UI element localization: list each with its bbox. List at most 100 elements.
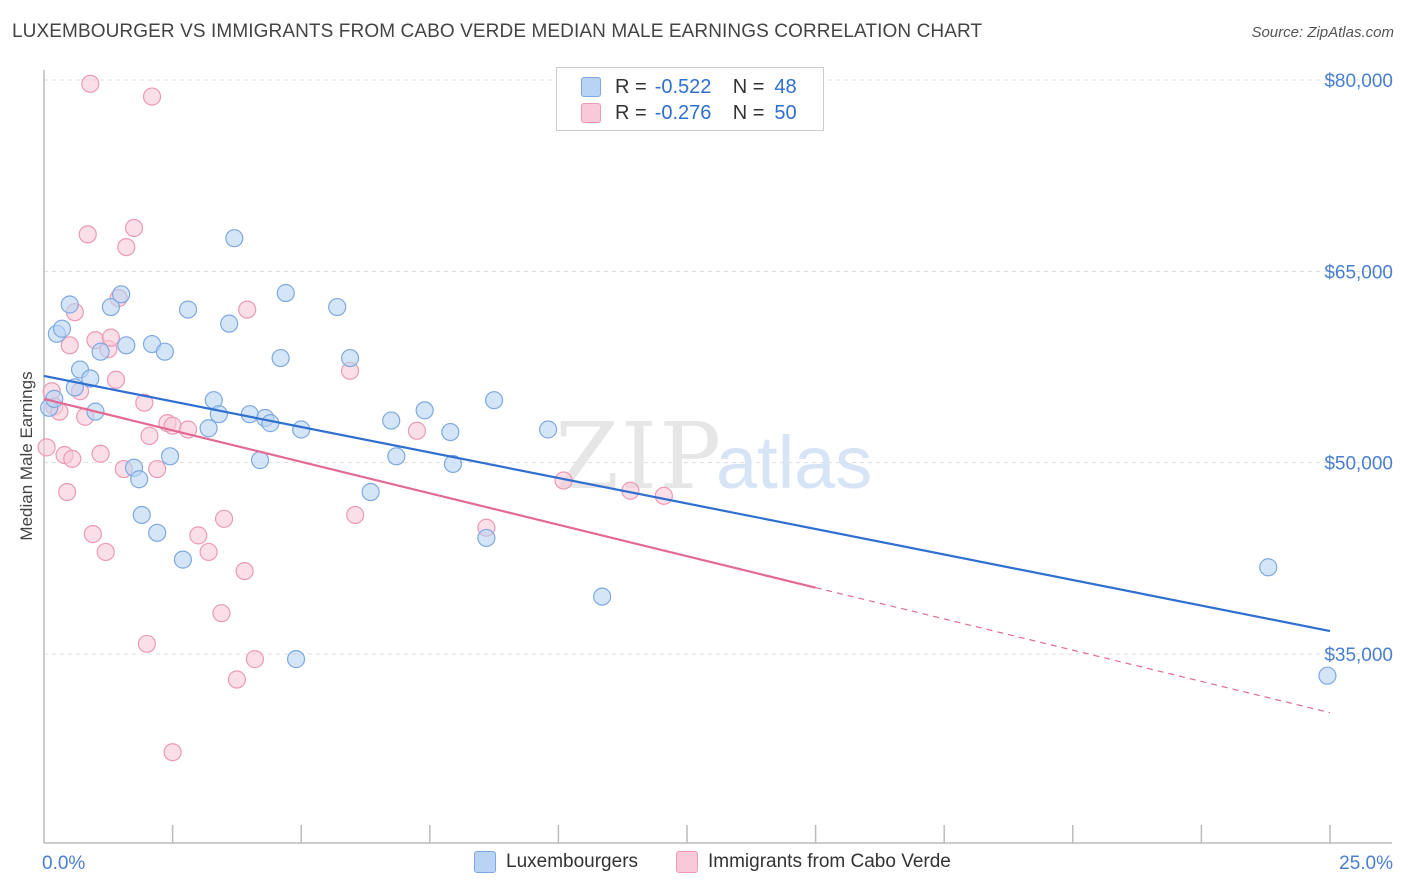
y-tick-label: $35,000 [1324,645,1393,666]
legend-n-value-blue: 48 [774,75,797,98]
point-luxembourgers [199,419,218,438]
point-luxembourgers [209,405,228,424]
point-luxembourgers [271,348,290,368]
bottom-legend-luxembourgers: Luxembourgers [474,851,638,873]
point-cabo-verde [654,486,673,505]
point-cabo-verde [214,509,234,528]
point-luxembourgers [415,401,434,420]
point-cabo-verde [163,743,182,762]
point-luxembourgers [178,300,198,319]
legend-row-cabo-verde: R = -0.276 N = 50 [581,101,797,125]
bottom-legend-label-pink: Immigrants from Cabo Verde [708,851,951,872]
point-luxembourgers [477,528,496,548]
legend-n-label: N = [732,75,765,98]
point-luxembourgers [112,285,131,304]
legend-n-value-pink: 50 [774,101,797,124]
point-luxembourgers [292,420,311,439]
point-cabo-verde [407,421,427,440]
point-cabo-verde [142,87,162,106]
y-tick-label: $80,000 [1324,71,1393,92]
point-cabo-verde [212,604,231,623]
point-cabo-verde [135,393,154,412]
point-luxembourgers [132,505,151,525]
point-luxembourgers [220,314,239,333]
x-tick-label-min: 0.0% [42,853,85,874]
point-cabo-verde [78,225,97,244]
point-luxembourgers [387,447,406,466]
point-luxembourgers [130,470,149,489]
legend-n-label: N = [732,101,765,124]
point-luxembourgers [91,342,110,361]
point-cabo-verde [346,505,365,525]
y-tick-label: $65,000 [1324,262,1393,283]
y-tick-labels: $35,000 $50,000 $65,000 $80,000 [1324,71,1393,666]
point-luxembourgers [361,482,380,502]
point-luxembourgers [101,297,120,317]
point-luxembourgers [81,369,100,388]
point-luxembourgers [441,422,460,442]
point-cabo-verde [117,237,136,257]
point-cabo-verde [60,336,79,355]
legend-row-luxembourgers: R = -0.522 N = 48 [581,75,797,99]
legend-swatch-blue [581,77,601,97]
point-luxembourgers [276,283,295,303]
point-cabo-verde [58,482,77,502]
point-cabo-verde [245,650,265,669]
point-cabo-verde [238,300,257,319]
point-luxembourgers [60,295,79,314]
bottom-legend-label-blue: Luxembourgers [506,851,639,872]
axes [43,70,1392,844]
point-cabo-verde [37,438,56,457]
x-tick-label-max: 25.0% [1339,853,1393,874]
legend-r-value-pink: -0.276 [654,101,712,124]
point-cabo-verde [137,634,156,653]
legend-r-value-blue: -0.522 [654,75,712,98]
point-luxembourgers [485,391,504,410]
point-cabo-verde [96,542,115,562]
bottom-legend-cabo-verde: Immigrants from Cabo Verde [676,851,951,873]
trend-line-luxembourgers [43,374,1331,633]
legend-r-label: R = [615,75,647,98]
point-luxembourgers [286,650,306,669]
point-luxembourgers [160,447,180,466]
bottom-legend-swatch-pink [676,851,698,873]
point-luxembourgers [593,587,612,606]
point-luxembourgers [443,454,463,474]
point-cabo-verde [106,370,126,389]
watermark-atlas: atlas [716,421,872,504]
point-cabo-verde [91,444,110,463]
point-luxembourgers [1318,666,1337,685]
legend-r-label: R = [615,101,647,124]
y-tick-label: $50,000 [1324,454,1393,475]
point-cabo-verde [101,328,120,347]
source-label: Source: ZipAtlas.com [1251,24,1394,41]
point-luxembourgers [328,297,347,317]
point-luxembourgers [1259,558,1278,577]
point-luxembourgers [52,319,72,338]
trend-line-cabo-verde-extrapolated [815,587,1331,714]
point-luxembourgers [539,420,558,439]
trend-line-cabo-verde [43,397,816,589]
point-luxembourgers [155,342,174,361]
point-cabo-verde [235,561,254,581]
point-luxembourgers [148,523,167,542]
series-cabo-verde-points [37,74,673,762]
x-tick-labels: 0.0% 25.0% [42,853,1393,874]
point-luxembourgers [240,405,259,424]
point-luxembourgers [117,336,136,355]
point-cabo-verde [227,670,246,689]
point-cabo-verde [63,449,82,468]
series-luxembourgers-points [40,229,1337,685]
point-cabo-verde [148,459,167,479]
point-cabo-verde [81,74,100,93]
bottom-legend-swatch-blue [474,851,496,873]
chart-title: LUXEMBOURGER VS IMMIGRANTS FROM CABO VER… [12,21,983,42]
point-cabo-verde [83,524,102,544]
point-cabo-verde [189,526,208,545]
trend-lines [43,374,1331,714]
point-luxembourgers [382,411,401,430]
point-cabo-verde [199,542,218,562]
point-cabo-verde [124,218,144,238]
legend-swatch-pink [581,103,601,123]
point-luxembourgers [173,550,192,569]
